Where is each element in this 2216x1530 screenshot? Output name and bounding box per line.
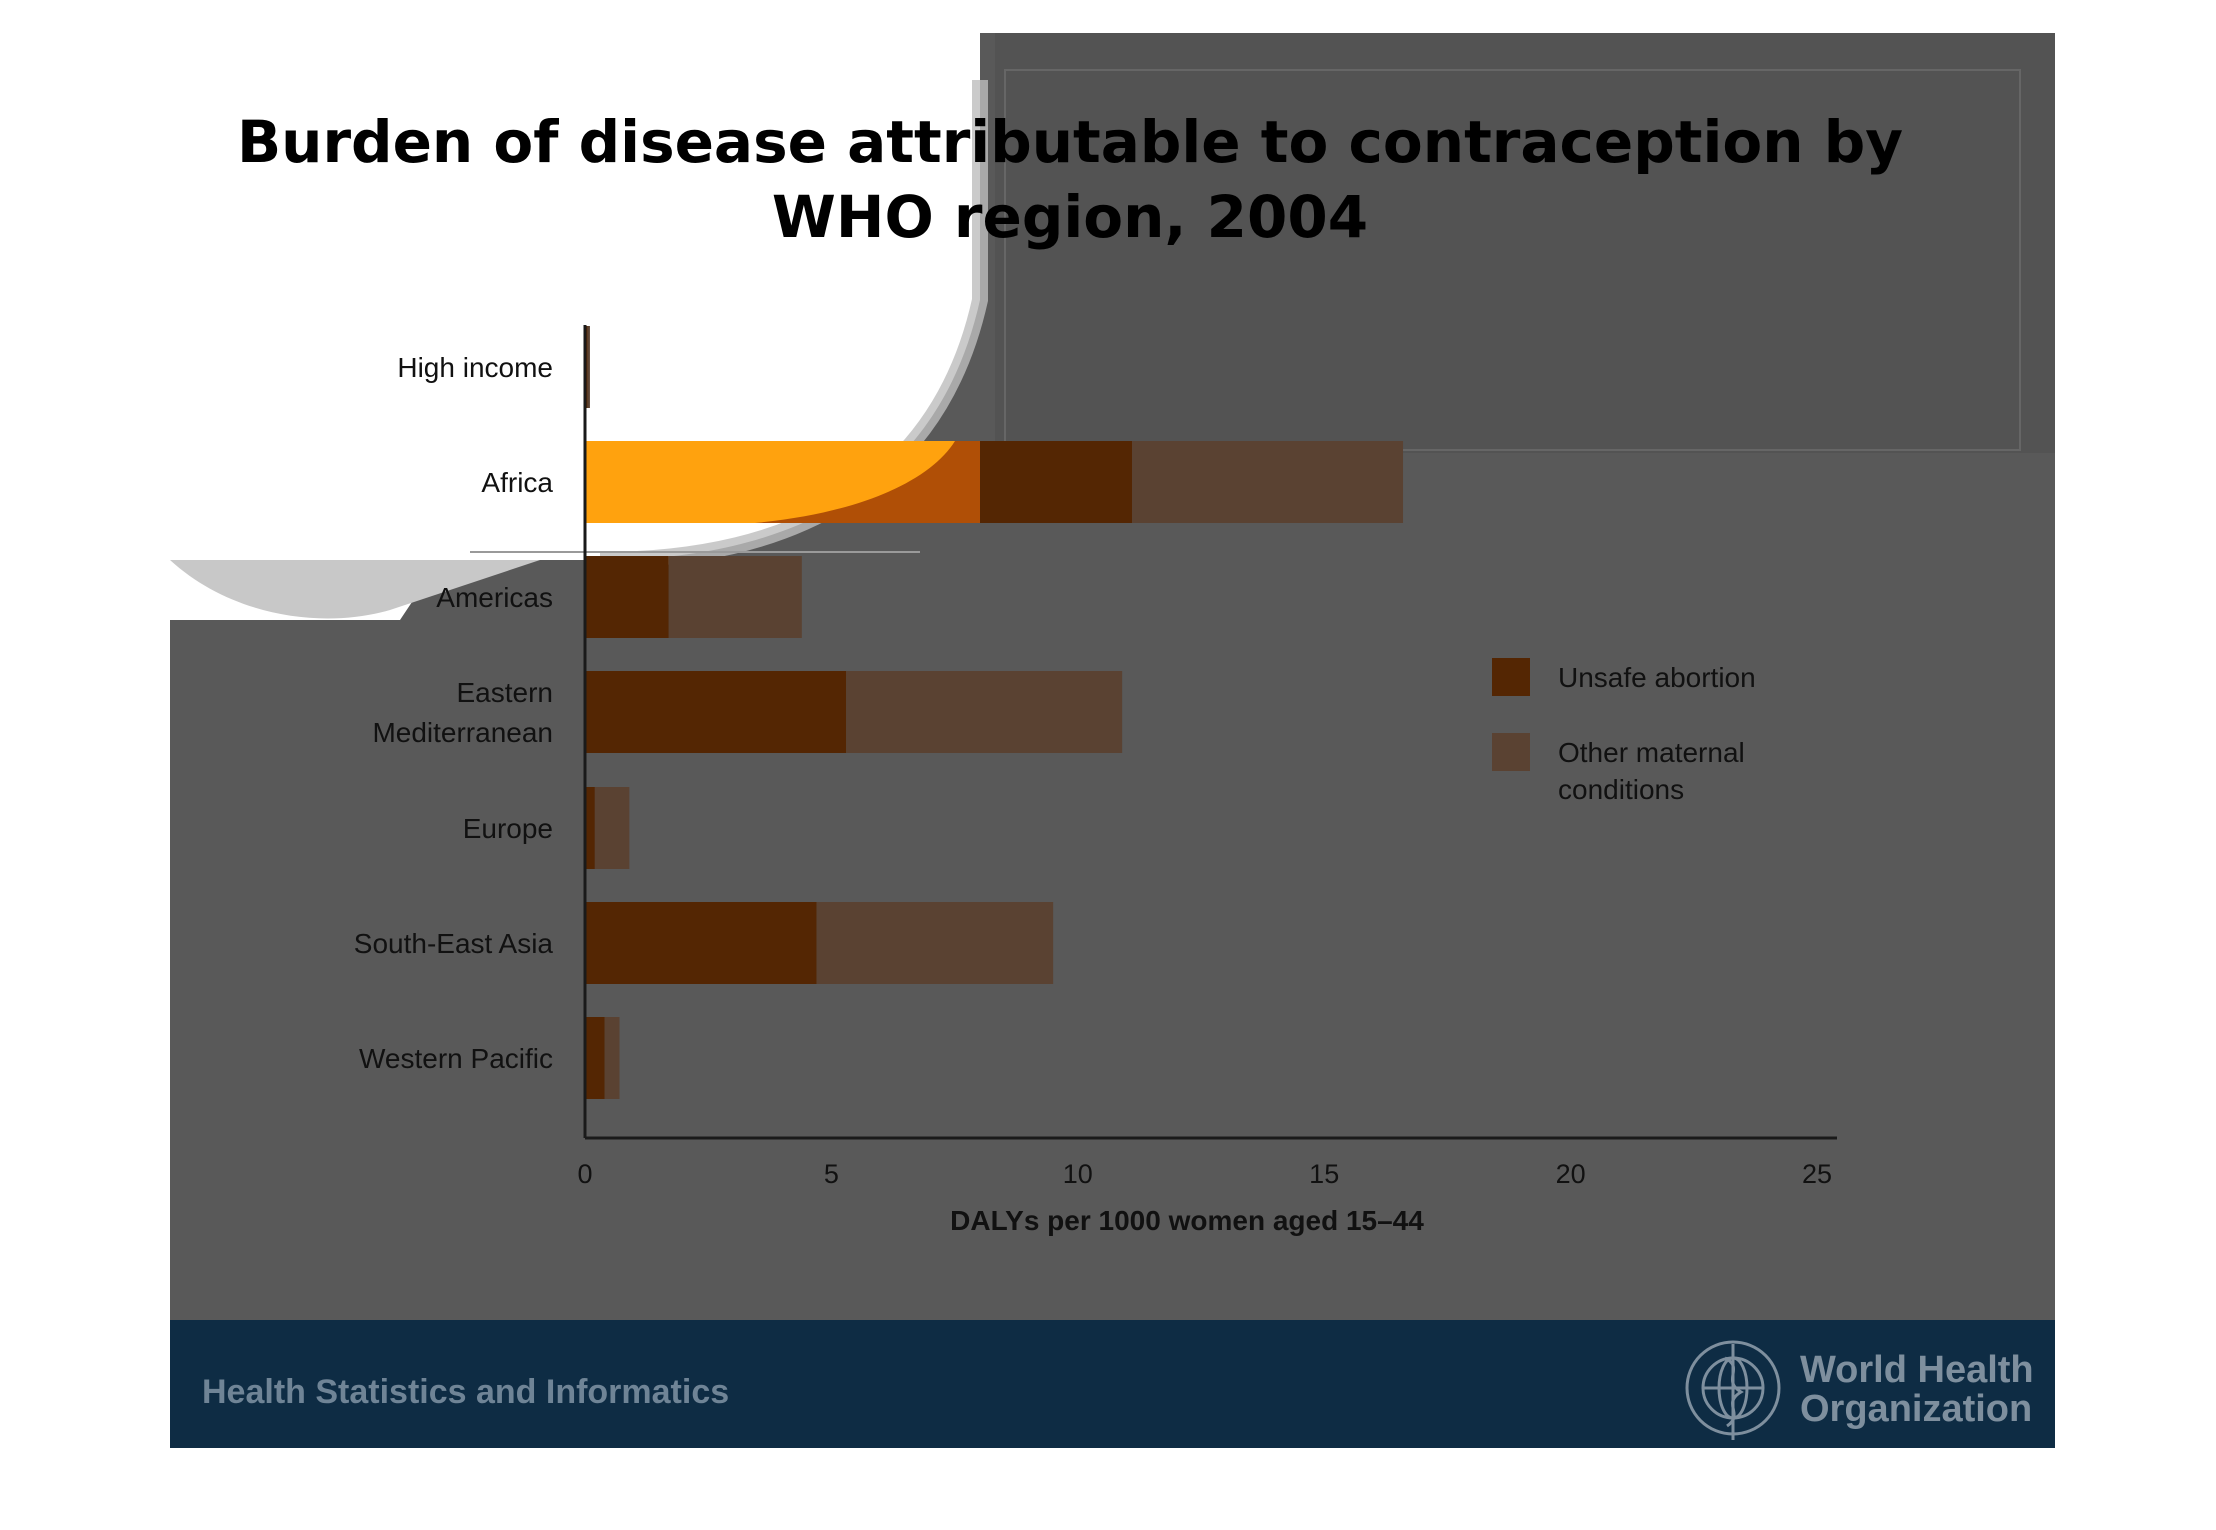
category-label-americas: Americas — [436, 582, 553, 613]
org-name-line-2: Organization — [1800, 1388, 2032, 1430]
bar-south-east-asia-unsafe-abortion — [585, 902, 817, 984]
bar-americas-other-maternal — [668, 556, 802, 638]
chart-bars — [470, 326, 1404, 1099]
bar-africa-highlight-shade — [755, 441, 980, 523]
header-frame — [1004, 69, 2021, 451]
category-label-europe: Europe — [463, 813, 553, 844]
category-label-high-income: High income — [397, 352, 553, 383]
chart-axes: 0 5 10 15 20 25 — [577, 325, 1837, 1189]
x-tick-label-15: 15 — [1309, 1159, 1339, 1189]
who-emblem-icon — [1685, 1340, 1781, 1440]
footer-text: Health Statistics and Informatics — [202, 1373, 729, 1411]
category-label-eastern-mediterranean: Eastern Mediterranean — [372, 677, 553, 748]
chart-legend: Unsafe abortion Other maternal conditions — [1492, 658, 1756, 805]
bar-europe-unsafe-abortion — [585, 787, 595, 869]
bar-eastern-mediterranean-other-maternal — [846, 671, 1123, 753]
legend-swatch-unsafe-abortion — [1492, 658, 1530, 696]
legend-swatch-other-maternal — [1492, 733, 1530, 771]
category-label-africa: Africa — [481, 467, 553, 498]
bar-europe-other-maternal — [594, 787, 630, 869]
x-axis-title: DALYs per 1000 women aged 15–44 — [950, 1205, 1424, 1236]
bar-south-east-asia-other-maternal — [816, 902, 1054, 984]
x-tick-label-20: 20 — [1556, 1159, 1586, 1189]
x-tick-label-5: 5 — [824, 1159, 839, 1189]
bar-eastern-mediterranean-unsafe-abortion — [585, 671, 847, 753]
category-label-south-east-asia: South-East Asia — [354, 928, 554, 959]
x-tick-label-0: 0 — [577, 1159, 592, 1189]
org-name-line-1: World Health — [1800, 1349, 2034, 1391]
x-tick-label-10: 10 — [1063, 1159, 1093, 1189]
overlay-shadow — [170, 560, 540, 619]
header-texture — [995, 33, 2055, 453]
chart-title-line-2: WHO region, 2004 — [772, 183, 1368, 251]
category-label-western-pacific: Western Pacific — [359, 1043, 553, 1074]
chart-title-line-1: Burden of disease attributable to contra… — [237, 108, 1903, 176]
legend-label-other-maternal: Other maternal conditions — [1558, 737, 1745, 805]
category-labels: High income Africa Americas Eastern Mediterr… — [354, 352, 554, 1074]
bar-western-pacific-other-maternal — [604, 1017, 620, 1099]
x-tick-label-25: 25 — [1802, 1159, 1832, 1189]
bar-africa-other-maternal — [1132, 441, 1404, 523]
bar-americas-unsafe-abortion — [585, 556, 669, 638]
legend-label-unsafe-abortion: Unsafe abortion — [1558, 662, 1756, 693]
bar-high-income-other-maternal — [587, 326, 590, 408]
bar-western-pacific-unsafe-abortion — [585, 1017, 605, 1099]
